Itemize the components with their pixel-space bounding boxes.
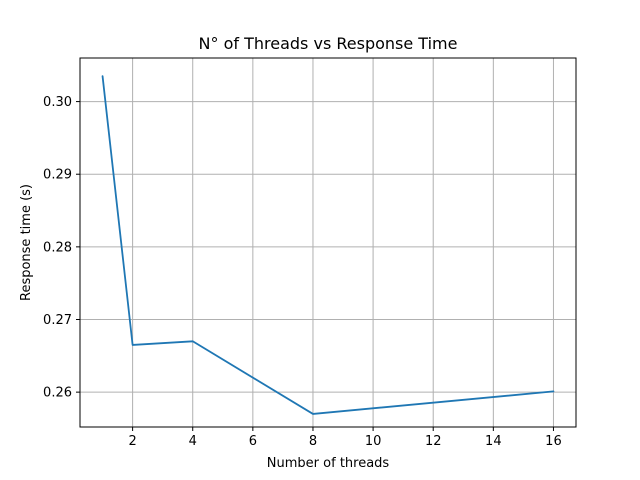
plot-frame [79,57,577,428]
grid [80,58,576,427]
x-tick-label: 4 [189,434,197,449]
y-axis-label: Response time (s) [19,184,34,301]
y-tick-label: 0.26 [43,386,72,401]
y-tick-label: 0.29 [43,168,72,183]
x-tick-label: 14 [485,434,502,449]
x-tick-label: 10 [365,434,382,449]
x-axis-label: Number of threads [267,456,390,471]
series-layer [101,75,555,415]
y-tick-label: 0.28 [43,240,72,255]
x-tick-label: 12 [425,434,442,449]
x-tick-label: 8 [309,434,317,449]
chart-title: N° of Threads vs Response Time [199,34,458,53]
series-line [101,75,555,415]
y-tick-label: 0.27 [43,313,72,328]
x-tick-label: 2 [128,434,136,449]
y-axis-ticks: 0.26 0.27 0.28 0.29 0.30 [43,95,80,401]
x-axis-ticks: 2 4 6 8 10 12 14 16 [128,427,562,449]
x-tick-label: 6 [249,434,257,449]
x-tick-label: 16 [545,434,562,449]
y-tick-label: 0.30 [43,95,72,110]
